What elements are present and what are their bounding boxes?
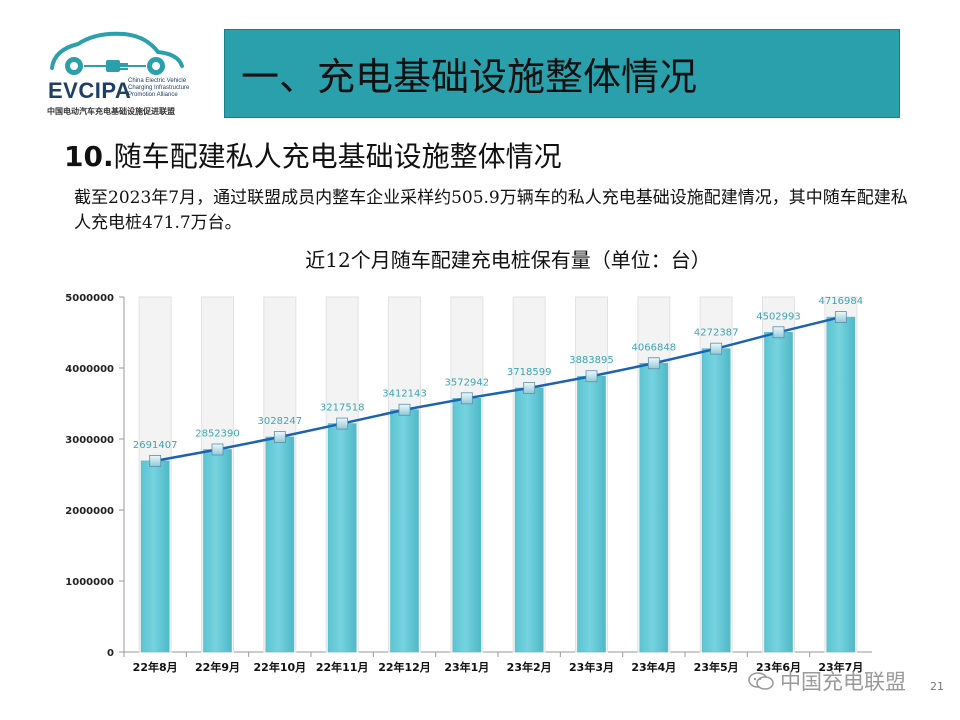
series-line bbox=[154, 315, 842, 463]
bar bbox=[514, 387, 544, 653]
bar bbox=[577, 375, 606, 653]
header-bar: 一、充电基础设施整体情况 bbox=[224, 29, 900, 118]
chart-title: 近12个月随车配建充电桩保有量（单位：台） bbox=[305, 248, 711, 272]
page-title: 一、充电基础设施整体情况 bbox=[241, 55, 698, 99]
section-title: 10.随车配建私人充电基础设施整体情况 bbox=[64, 135, 562, 175]
x-tick-label: 23年3月 bbox=[569, 660, 614, 674]
data-point-marker bbox=[772, 326, 785, 339]
car-plug-icon bbox=[50, 31, 184, 75]
section-title-text: 随车配建私人充电基础设施整体情况 bbox=[113, 140, 562, 173]
x-tick-label: 22年12月 bbox=[378, 660, 431, 674]
x-tick-label: 23年1月 bbox=[444, 660, 489, 674]
y-tick-label: 3000000 bbox=[65, 435, 114, 446]
x-tick-label: 23年7月 bbox=[818, 660, 863, 674]
x-tick-label: 23年4月 bbox=[631, 660, 676, 674]
data-label: 2852390 bbox=[195, 428, 240, 439]
data-point-marker bbox=[398, 403, 411, 416]
data-point-marker bbox=[523, 382, 536, 394]
data-label: 4066848 bbox=[632, 342, 677, 353]
data-label: 3028247 bbox=[258, 416, 303, 427]
logo-tagline-line: China Electric Vehicle bbox=[128, 78, 187, 84]
data-point-marker bbox=[585, 370, 598, 383]
logo-chinese-name: 中国电动汽车充电基础设施促进联盟 bbox=[47, 107, 175, 116]
bar bbox=[390, 409, 419, 653]
watermark: 中国充电联盟 bbox=[748, 666, 906, 696]
page-number: 21 bbox=[930, 680, 944, 693]
data-label: 4272387 bbox=[694, 328, 739, 339]
watermark-text: 中国充电联盟 bbox=[780, 670, 906, 694]
bar bbox=[826, 316, 856, 653]
evcipa-logo: EVCIPA China Electric Vehicle Charging I… bbox=[38, 26, 208, 122]
data-point-marker bbox=[647, 357, 660, 370]
x-tick-label: 22年9月 bbox=[195, 660, 240, 674]
bar bbox=[327, 423, 357, 653]
data-label: 3718599 bbox=[507, 367, 552, 378]
y-tick-label: 5000000 bbox=[65, 293, 114, 304]
y-tick-label: 0 bbox=[107, 648, 114, 659]
wechat-icon bbox=[748, 672, 774, 690]
y-tick-label: 4000000 bbox=[65, 364, 114, 375]
bar bbox=[764, 331, 793, 653]
data-point-marker bbox=[460, 392, 473, 405]
x-tick-label: 22年8月 bbox=[133, 660, 178, 674]
bar bbox=[140, 460, 170, 653]
x-tick-label: 23年5月 bbox=[694, 660, 739, 674]
x-tick-label: 23年6月 bbox=[756, 660, 801, 674]
section-number: 10. bbox=[64, 140, 114, 173]
data-label: 3217518 bbox=[320, 403, 365, 414]
data-label: 2691407 bbox=[133, 440, 178, 451]
data-label: 4502993 bbox=[756, 311, 801, 322]
bar bbox=[452, 398, 482, 653]
y-tick-label: 1000000 bbox=[65, 577, 114, 588]
intro-paragraph: 截至2023年7月，通过联盟成员内整车企业采样约505.9万辆车的私人充电基础设… bbox=[74, 188, 908, 233]
y-tick-label: 2000000 bbox=[65, 506, 114, 517]
data-point-marker bbox=[834, 311, 847, 323]
bar bbox=[701, 348, 731, 653]
logo-tagline: China Electric Vehicle Charging Infrastr… bbox=[128, 78, 208, 99]
data-point-marker bbox=[710, 342, 723, 355]
x-tick-label: 23年2月 bbox=[507, 660, 552, 674]
logo-brand: EVCIPA bbox=[48, 78, 132, 103]
x-tick-label: 22年11月 bbox=[316, 660, 369, 674]
data-label: 4716984 bbox=[819, 296, 864, 307]
data-label: 3572942 bbox=[445, 377, 490, 388]
data-point-marker bbox=[211, 443, 224, 456]
bar-line-chart: 0 1000000 2000000 3000000 4000000 5000000 22年8… bbox=[65, 293, 872, 674]
logo-tagline-line: Promotion Alliance bbox=[128, 92, 178, 98]
bar bbox=[265, 436, 295, 653]
bar bbox=[639, 362, 669, 653]
data-point-marker bbox=[149, 455, 162, 467]
data-label: 3883895 bbox=[569, 355, 614, 366]
data-label: 3412143 bbox=[382, 389, 427, 400]
x-tick-label: 22年10月 bbox=[254, 660, 307, 674]
logo-tagline-line: Charging Infrastructure bbox=[128, 85, 190, 91]
data-point-marker bbox=[273, 431, 286, 443]
bar bbox=[203, 449, 232, 653]
data-point-marker bbox=[336, 417, 349, 430]
